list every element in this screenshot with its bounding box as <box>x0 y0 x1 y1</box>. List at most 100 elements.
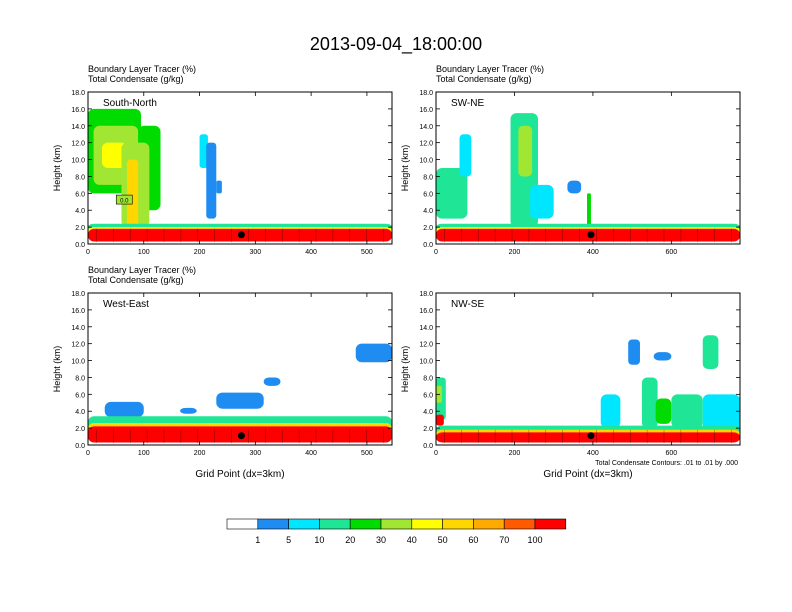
y-tick-label: 16.0 <box>419 308 433 315</box>
y-tick-label: 6.0 <box>423 392 433 399</box>
panel-header-tracer: Boundary Layer Tracer (%) <box>88 265 196 275</box>
x-tick-label: 500 <box>361 249 373 256</box>
panel-frame <box>87 292 393 446</box>
y-tick-label: 2.0 <box>75 426 85 433</box>
y-axis-label: Height (km) <box>52 145 62 192</box>
colorbar-label: 10 <box>314 535 324 545</box>
colorbar-cell <box>503 518 536 530</box>
x-tick-label: 200 <box>509 249 521 256</box>
colorbar-cell <box>349 518 382 530</box>
panel-west-east: 0.0 2.0 4.0 6.0 8.0 10.0 12.0 14.0 16.0 18.0 0 100 2… <box>52 265 393 480</box>
y-tick-label: 6.0 <box>75 191 85 198</box>
x-tick-label: 0 <box>434 249 438 256</box>
colorbar-label: 40 <box>407 535 417 545</box>
y-tick-label: 14.0 <box>71 124 85 131</box>
colorbar-cell <box>319 518 351 530</box>
y-tick-label: 18.0 <box>71 90 85 97</box>
x-tick-label: 0 <box>86 249 90 256</box>
colorbar-label: 30 <box>376 535 386 545</box>
colorbar-cell <box>257 518 289 530</box>
tracer-region <box>653 352 672 361</box>
colorbar-cell <box>534 518 567 530</box>
y-tick-label: 14.0 <box>419 325 433 332</box>
tracer-region <box>587 193 591 228</box>
panel-label: NW-SE <box>451 299 484 310</box>
panel-header-tracer: Boundary Layer Tracer (%) <box>88 64 196 74</box>
panel-label: West-East <box>103 299 149 310</box>
location-marker <box>237 231 245 239</box>
y-tick-label: 8.0 <box>75 174 85 181</box>
location-marker <box>587 432 595 440</box>
panel-header-condensate: Total Condensate (g/kg) <box>436 74 532 84</box>
y-tick-label: 8.0 <box>75 375 85 382</box>
y-tick-label: 0.0 <box>75 443 85 450</box>
x-tick-label: 500 <box>361 450 373 457</box>
colorbar-cell <box>411 518 443 530</box>
y-tick-label: 4.0 <box>423 409 433 416</box>
panel-label: SW-NE <box>451 98 484 109</box>
x-tick-label: 0 <box>434 450 438 457</box>
x-tick-label: 300 <box>249 450 261 457</box>
y-tick-label: 12.0 <box>419 141 433 148</box>
y-axis-label: Height (km) <box>400 145 410 192</box>
tracer-region <box>655 398 672 424</box>
x-tick-label: 100 <box>138 249 150 256</box>
tracer-region <box>104 401 144 418</box>
y-tick-label: 18.0 <box>419 291 433 298</box>
y-tick-label: 12.0 <box>419 342 433 349</box>
x-tick-label: 0 <box>86 450 90 457</box>
y-tick-label: 18.0 <box>419 90 433 97</box>
tracer-region <box>199 134 208 168</box>
tracer-region <box>530 184 554 219</box>
y-tick-label: 4.0 <box>75 409 85 416</box>
y-tick-label: 16.0 <box>71 107 85 114</box>
x-tick-label: 200 <box>194 450 206 457</box>
tracer-region <box>671 394 703 429</box>
colorbar-cell <box>226 518 259 530</box>
tracer-region <box>127 159 139 228</box>
tracer-region <box>702 394 740 433</box>
x-tick-label: 600 <box>666 249 678 256</box>
x-tick-label: 200 <box>194 249 206 256</box>
y-tick-label: 6.0 <box>423 191 433 198</box>
x-tick-label: 400 <box>305 450 317 457</box>
figure-title: 2013-09-04_18:00:00 <box>310 34 482 55</box>
y-tick-label: 18.0 <box>71 291 85 298</box>
y-tick-label: 2.0 <box>423 225 433 232</box>
tracer-region <box>702 335 719 369</box>
tracer-region <box>459 134 472 177</box>
y-axis-label: Height (km) <box>52 346 62 393</box>
colorbar-label: 1 <box>255 535 260 545</box>
y-tick-label: 12.0 <box>71 141 85 148</box>
y-tick-label: 12.0 <box>71 342 85 349</box>
tracer-region <box>216 180 222 194</box>
y-tick-label: 14.0 <box>419 124 433 131</box>
contour-label: 0.0 <box>120 199 129 205</box>
panel-label: South-North <box>103 98 157 109</box>
x-tick-label: 200 <box>509 450 521 457</box>
panel-frame <box>435 292 741 446</box>
panel-header-condensate: Total Condensate (g/kg) <box>88 275 184 285</box>
y-tick-label: 0.0 <box>423 443 433 450</box>
y-tick-label: 0.0 <box>423 242 433 249</box>
y-tick-label: 10.0 <box>71 158 85 165</box>
tracer-region <box>263 377 281 386</box>
colorbar-label: 100 <box>527 535 542 545</box>
y-tick-label: 8.0 <box>423 375 433 382</box>
x-axis-label: Grid Point (dx=3km) <box>543 469 632 480</box>
location-marker <box>237 432 245 440</box>
y-tick-label: 2.0 <box>423 426 433 433</box>
x-tick-label: 400 <box>587 249 599 256</box>
colorbar-label: 50 <box>438 535 448 545</box>
x-tick-label: 400 <box>587 450 599 457</box>
colorbar-label: 5 <box>286 535 291 545</box>
y-tick-label: 6.0 <box>75 392 85 399</box>
tracer-region <box>216 392 264 409</box>
x-tick-label: 400 <box>305 249 317 256</box>
tracer-region <box>641 377 658 429</box>
panel-frame <box>87 91 393 245</box>
x-axis-label: Grid Point (dx=3km) <box>195 469 284 480</box>
tracer-region <box>355 343 392 363</box>
